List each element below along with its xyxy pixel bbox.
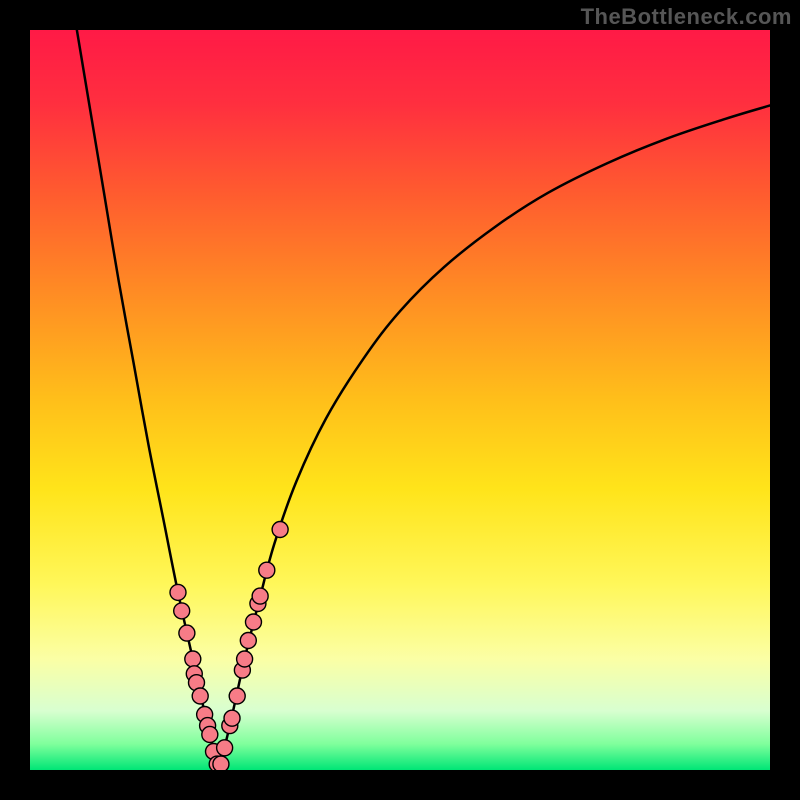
data-point <box>213 756 229 770</box>
data-point <box>237 651 253 667</box>
data-point <box>192 688 208 704</box>
watermark-text: TheBottleneck.com <box>581 4 792 30</box>
data-point <box>170 584 186 600</box>
data-point <box>245 614 261 630</box>
data-point <box>179 625 195 641</box>
data-point <box>229 688 245 704</box>
data-point <box>217 740 233 756</box>
data-point <box>240 633 256 649</box>
plot-area <box>30 30 770 770</box>
data-points-layer <box>30 30 770 770</box>
chart-container: TheBottleneck.com <box>0 0 800 800</box>
data-point <box>259 562 275 578</box>
data-point <box>224 710 240 726</box>
data-point <box>174 603 190 619</box>
data-point <box>252 588 268 604</box>
data-point <box>272 522 288 538</box>
data-point <box>185 651 201 667</box>
data-point <box>202 726 218 742</box>
